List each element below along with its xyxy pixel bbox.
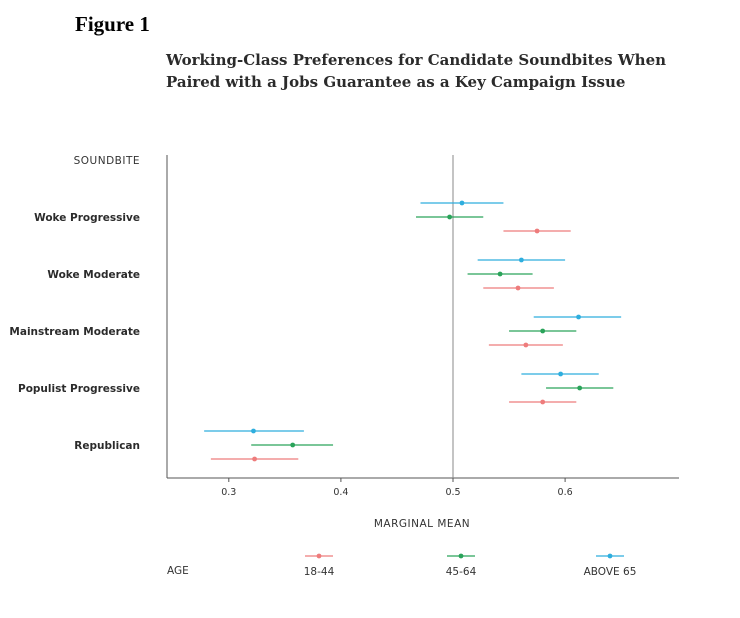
row-labels: Woke Progressive Woke Moderate Mainstream … bbox=[9, 212, 140, 452]
x-tick-label-1: 0.4 bbox=[333, 487, 348, 498]
legend: 18-44 45-64 ABOVE 65 bbox=[304, 553, 637, 578]
point-45-64-3 bbox=[577, 385, 583, 391]
soundbite-label-3: Populist Progressive bbox=[18, 383, 140, 395]
point-above-65-1 bbox=[518, 257, 524, 263]
soundbite-label-0: Woke Progressive bbox=[34, 212, 140, 224]
axes: 0.3 0.4 0.5 0.6 bbox=[166, 155, 679, 498]
point-45-64-2 bbox=[540, 328, 546, 334]
x-tick-label-0: 0.3 bbox=[221, 487, 236, 498]
point-18-44-2 bbox=[523, 342, 529, 348]
point-above-65-4 bbox=[251, 428, 256, 434]
soundbite-label-1: Woke Moderate bbox=[47, 269, 140, 281]
marks bbox=[204, 200, 622, 462]
point-above-65-3 bbox=[558, 371, 564, 377]
point-45-64-0 bbox=[447, 214, 453, 220]
point-45-64-4 bbox=[290, 442, 296, 448]
x-tick-label-2: 0.5 bbox=[445, 487, 460, 498]
figure-label: Figure 1 bbox=[75, 12, 150, 36]
legend-label-above-65: ABOVE 65 bbox=[584, 566, 637, 578]
legend-label-18-44: 18-44 bbox=[304, 566, 335, 578]
point-45-64-1 bbox=[497, 271, 503, 277]
chart-title: Working-Class Preferences for Candidate … bbox=[166, 51, 667, 91]
legend-dot-above-65 bbox=[607, 553, 613, 559]
point-above-65-0 bbox=[459, 200, 465, 206]
point-above-65-2 bbox=[576, 314, 581, 320]
point-18-44-3 bbox=[540, 399, 546, 405]
legend-dot-18-44 bbox=[316, 553, 322, 559]
legend-title: AGE bbox=[167, 565, 189, 577]
point-18-44-1 bbox=[515, 285, 521, 291]
x-axis-title: MARGINAL MEAN bbox=[374, 518, 470, 530]
soundbite-label-2: Mainstream Moderate bbox=[9, 326, 140, 338]
y-header: SOUNDBITE bbox=[74, 155, 140, 167]
point-18-44-0 bbox=[534, 228, 540, 234]
soundbite-label-4: Republican bbox=[74, 440, 140, 452]
point-18-44-4 bbox=[252, 456, 257, 462]
legend-dot-45-64 bbox=[458, 553, 464, 559]
x-tick-label-3: 0.6 bbox=[558, 487, 573, 498]
legend-label-45-64: 45-64 bbox=[446, 566, 477, 578]
